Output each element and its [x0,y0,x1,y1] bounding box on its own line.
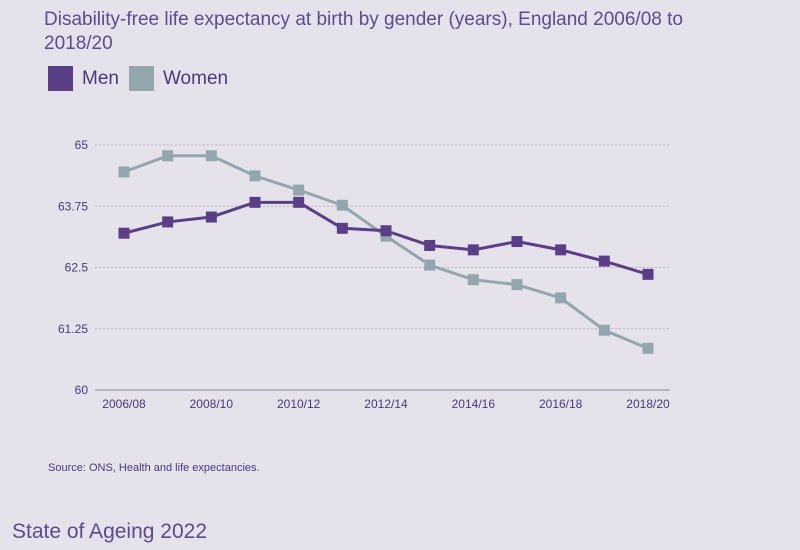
x-tick-label: 2008/10 [190,397,234,411]
data-point-men [118,227,130,239]
data-point-women [293,184,305,196]
x-tick-label: 2014/16 [452,397,496,411]
chart-title: Disability-free life expectancy at birth… [44,9,683,54]
data-point-women [118,166,130,178]
data-point-women [336,199,348,211]
data-point-women [205,150,217,162]
y-tick-label: 65 [75,138,89,152]
legend-label-women: Women [162,67,229,89]
y-tick-label: 61.25 [58,322,88,336]
data-point-women [162,150,174,162]
data-point-men [380,225,392,237]
data-point-men [424,239,436,251]
legend-swatch-women [128,66,154,91]
data-point-women [249,170,261,182]
legend-item-women: Women [128,66,229,91]
data-point-men [162,216,174,228]
data-point-men [555,244,567,256]
data-point-women [424,259,436,271]
data-point-men [467,244,479,256]
data-point-men [336,222,348,234]
legend-item-men: Men [48,66,119,91]
data-point-men [293,196,305,208]
data-point-women [467,274,479,286]
data-point-men [249,196,261,208]
y-tick-label: 63.75 [58,199,88,213]
data-point-men [511,236,523,248]
x-tick-label: 2016/18 [539,397,583,411]
legend: Men Women [48,66,238,91]
y-tick-label: 62.5 [65,261,89,275]
data-point-women [642,342,654,354]
data-point-men [205,211,217,223]
data-point-women [555,292,567,304]
footer-title: State of Ageing 2022 [12,520,207,543]
legend-label-men: Men [82,67,119,89]
data-point-women [511,279,523,291]
x-tick-label: 2006/08 [102,397,146,411]
data-point-men [642,268,654,280]
legend-swatch-men [48,66,73,91]
data-point-men [598,255,610,267]
source-note: Source: ONS, Health and life expectancie… [48,462,260,474]
data-point-women [598,324,610,336]
x-tick-label: 2010/12 [277,397,321,411]
x-tick-label: 2012/14 [364,397,408,411]
x-tick-label: 2018/20 [626,397,670,411]
y-tick-label: 60 [75,383,89,397]
